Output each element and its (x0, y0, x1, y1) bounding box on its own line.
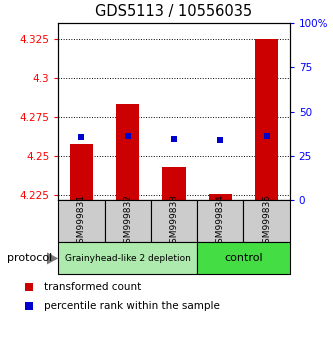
Polygon shape (47, 252, 58, 265)
Text: GSM999831: GSM999831 (77, 194, 86, 249)
Bar (58, 242, 197, 274)
Bar (151, 200, 197, 242)
Text: control: control (224, 253, 263, 263)
Text: percentile rank within the sample: percentile rank within the sample (44, 302, 220, 312)
Title: GDS5113 / 10556035: GDS5113 / 10556035 (96, 4, 252, 19)
Bar (197, 200, 243, 242)
Bar (70, 144, 93, 200)
Bar (255, 39, 278, 200)
Bar (243, 200, 290, 242)
Text: transformed count: transformed count (44, 282, 142, 292)
Bar (105, 200, 151, 242)
Bar (197, 242, 290, 274)
Bar (209, 194, 232, 200)
Bar (116, 104, 139, 200)
Text: GSM999832: GSM999832 (123, 194, 132, 249)
Bar (163, 167, 185, 200)
Text: GSM999835: GSM999835 (262, 194, 271, 249)
Bar (58, 200, 105, 242)
Text: GSM999833: GSM999833 (169, 194, 178, 249)
Text: GSM999834: GSM999834 (216, 194, 225, 249)
Text: Grainyhead-like 2 depletion: Grainyhead-like 2 depletion (65, 254, 191, 263)
Text: protocol: protocol (7, 253, 52, 263)
